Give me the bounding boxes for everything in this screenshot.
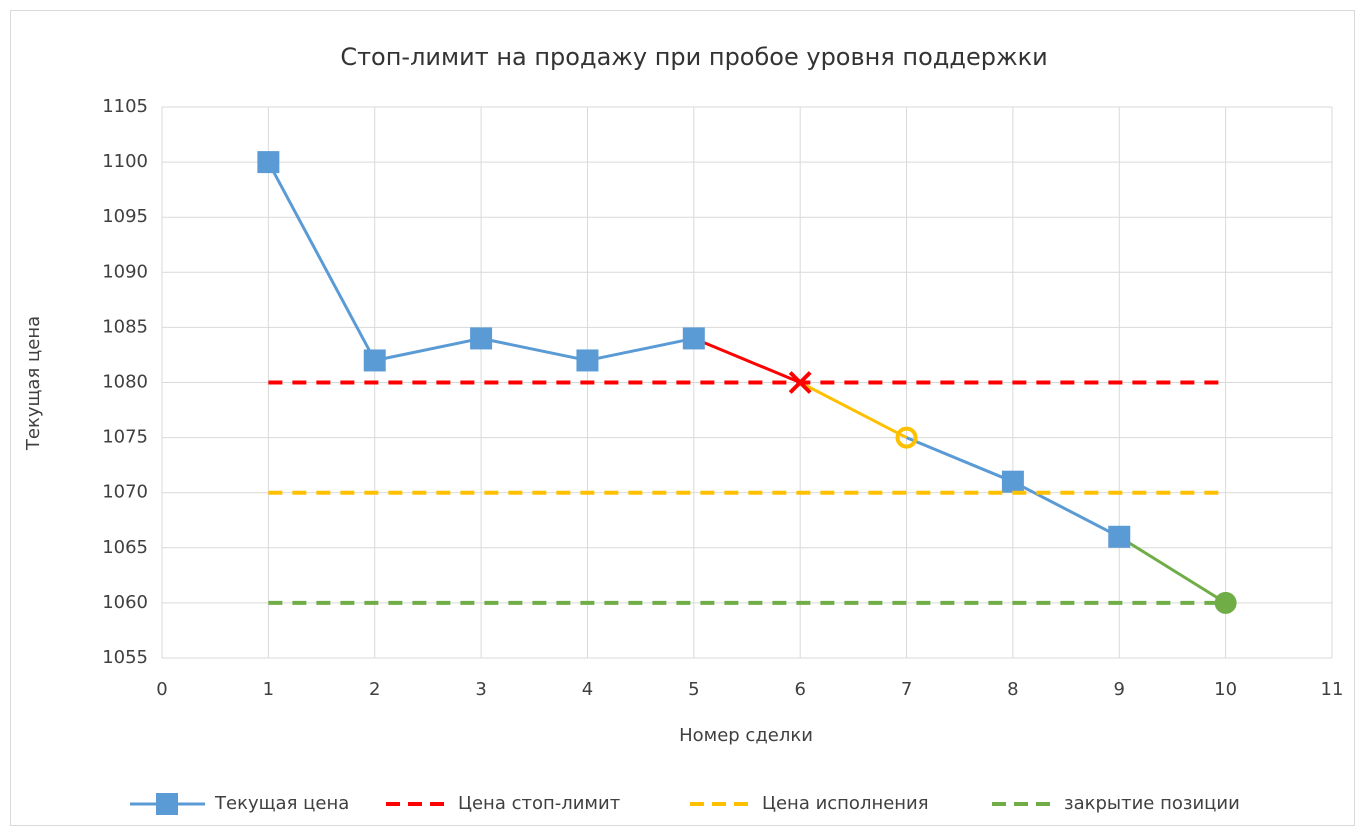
x-tick-label: 10 (1214, 679, 1237, 700)
legend-marker (156, 793, 178, 815)
data-point (682, 327, 705, 350)
data-point (257, 151, 280, 174)
line-segment (267, 161, 377, 362)
line-segment (905, 436, 1014, 484)
y-axis-label: Текущая цена (23, 316, 44, 451)
legend-label: Цена стоп-лимит (458, 793, 620, 814)
line-segment (480, 336, 588, 362)
y-tick-label: 1055 (102, 647, 148, 668)
line-segment (374, 336, 482, 362)
legend-label: Цена исполнения (762, 793, 929, 814)
data-point (470, 327, 493, 350)
y-tick-label: 1060 (102, 592, 148, 613)
x-tick-label: 8 (1007, 679, 1018, 700)
line-segment (693, 337, 801, 384)
line-segment (587, 336, 695, 362)
data-point (1214, 591, 1237, 614)
data-point (1108, 525, 1131, 548)
y-tick-label: 1095 (102, 206, 148, 227)
x-tick-label: 9 (1114, 679, 1125, 700)
y-tick-label: 1085 (102, 316, 148, 337)
x-tick-label: 2 (369, 679, 380, 700)
data-point (363, 349, 386, 372)
y-tick-label: 1070 (102, 482, 148, 503)
x-tick-label: 3 (475, 679, 486, 700)
x-axis-label: Номер сделки (679, 725, 813, 746)
chart-title: Стоп-лимит на продажу при пробое уровня … (340, 43, 1047, 71)
y-tick-label: 1065 (102, 537, 148, 558)
y-tick-label: 1075 (102, 427, 148, 448)
chart-frame (10, 10, 1355, 826)
x-tick-label: 0 (156, 679, 167, 700)
data-point (1001, 470, 1024, 493)
y-tick-label: 1090 (102, 261, 148, 282)
y-tick-label: 1105 (102, 96, 148, 117)
line-segment (799, 381, 908, 439)
x-tick-label: 6 (794, 679, 805, 700)
x-tick-label: 5 (688, 679, 699, 700)
x-tick-label: 1 (263, 679, 274, 700)
x-tick-label: 11 (1321, 679, 1344, 700)
y-tick-label: 1080 (102, 372, 148, 393)
data-point (576, 349, 599, 372)
line-segment (1012, 480, 1120, 539)
y-tick-label: 1100 (102, 151, 148, 172)
x-tick-label: 4 (582, 679, 593, 700)
x-tick-label: 7 (901, 679, 912, 700)
legend-label: закрытие позиции (1064, 793, 1240, 814)
legend-label: Текущая цена (214, 793, 349, 814)
line-segment (1118, 535, 1227, 605)
data-point (895, 426, 918, 449)
